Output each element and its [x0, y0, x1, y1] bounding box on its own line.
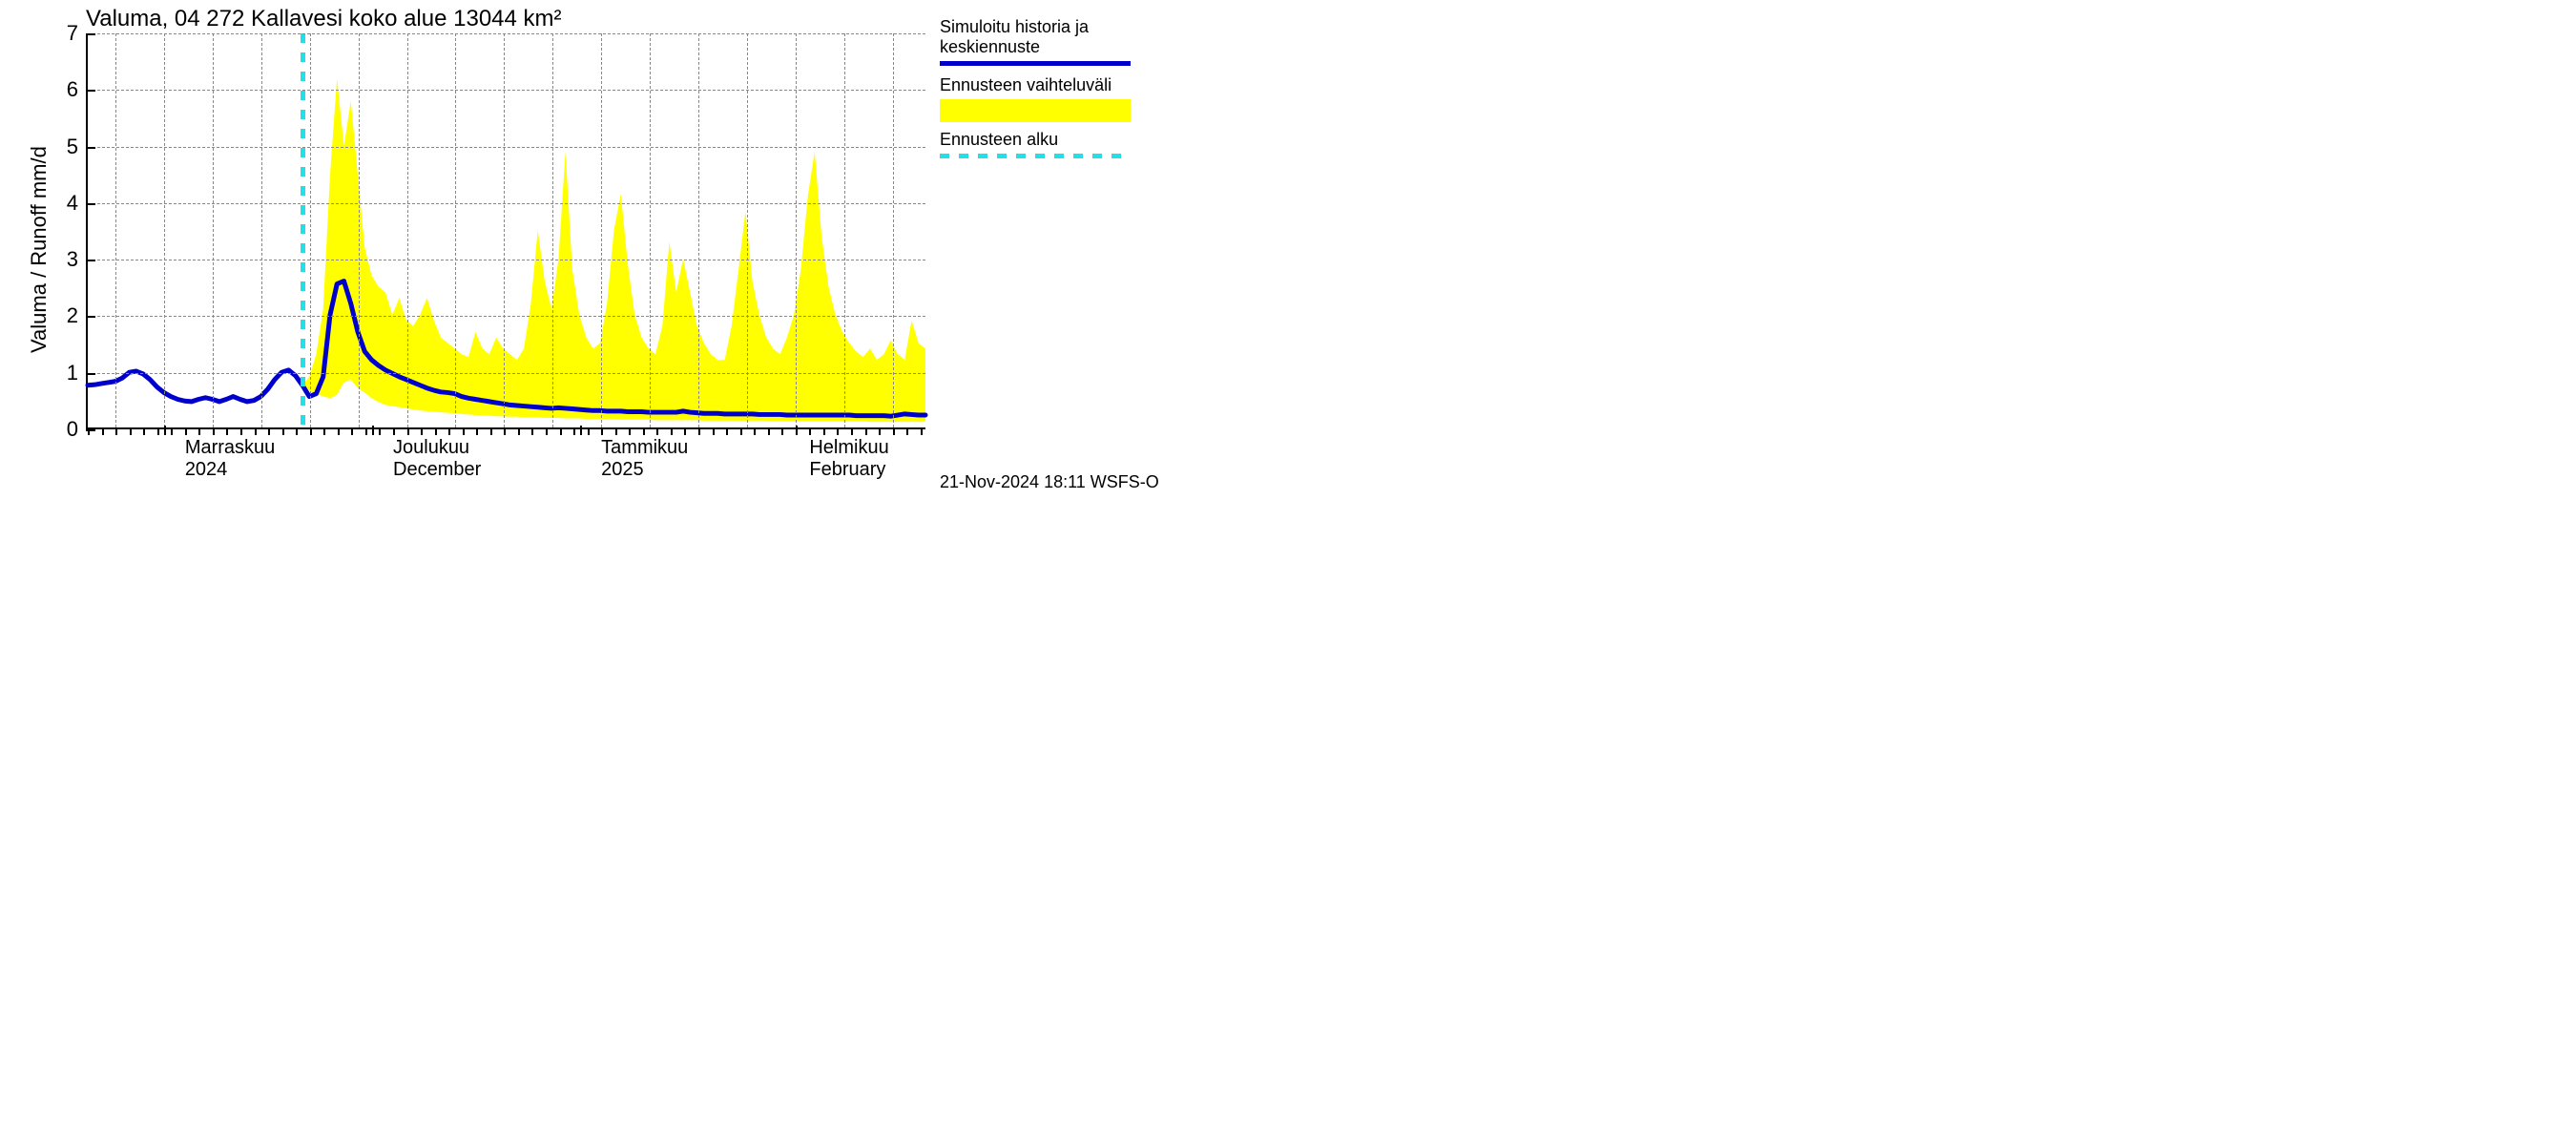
x-tick-minor — [588, 429, 590, 435]
x-month-label-line1: Tammikuu — [601, 437, 688, 459]
x-tick-minor — [560, 429, 562, 435]
x-tick-minor — [130, 429, 132, 435]
x-tick-major — [164, 426, 166, 435]
y-tick-label: 6 — [67, 77, 88, 102]
chart-title: Valuma, 04 272 Kallavesi koko alue 13044… — [86, 6, 562, 32]
chart-page: { "chart": { "type": "line+area", "title… — [0, 0, 1288, 572]
gridline-v — [893, 33, 894, 427]
x-tick-minor — [906, 429, 908, 435]
gridline-v — [601, 33, 602, 427]
gridline-v — [844, 33, 845, 427]
legend-entry: Ennusteen vaihteluväli — [940, 75, 1131, 122]
footer-timestamp: 21-Nov-2024 18:11 WSFS-O — [940, 472, 1159, 492]
x-tick-minor — [504, 429, 506, 435]
gridline-v — [407, 33, 408, 427]
x-month-label: Tammikuu2025 — [601, 427, 688, 481]
x-month-label-line2: December — [393, 459, 481, 481]
x-tick-minor — [115, 429, 117, 435]
gridline-v — [359, 33, 360, 427]
x-tick-minor — [310, 429, 312, 435]
x-tick-minor — [573, 429, 575, 435]
legend-label: keskiennuste — [940, 37, 1131, 57]
gridline-v — [455, 33, 456, 427]
legend-label: Ennusteen vaihteluväli — [940, 75, 1131, 95]
x-tick-major — [580, 426, 582, 435]
x-tick-minor — [379, 429, 381, 435]
x-month-label-line1: Joulukuu — [393, 437, 481, 459]
x-month-label: JoulukuuDecember — [393, 427, 481, 481]
x-tick-minor — [893, 429, 895, 435]
gridline-v — [650, 33, 651, 427]
x-tick-minor — [531, 429, 533, 435]
x-month-label-line1: Marraskuu — [185, 437, 275, 459]
y-axis-label: Valuma / Runoff mm/d — [27, 146, 52, 353]
y-tick-label: 5 — [67, 135, 88, 159]
y-tick-label: 3 — [67, 247, 88, 272]
x-tick-major — [372, 426, 374, 435]
x-tick-minor — [713, 429, 715, 435]
legend-swatch-line — [940, 61, 1131, 66]
plot-area: 01234567Marraskuu2024JoulukuuDecemberTam… — [86, 33, 925, 429]
y-tick-label: 7 — [67, 21, 88, 46]
x-tick-minor — [740, 429, 742, 435]
y-tick-label: 4 — [67, 191, 88, 216]
x-month-label-line1: Helmikuu — [809, 437, 888, 459]
legend: Simuloitu historia jakeskiennuste Ennuste… — [940, 17, 1131, 160]
legend-entry: Ennusteen alku — [940, 130, 1131, 158]
legend-entry: Simuloitu historia jakeskiennuste — [940, 17, 1131, 66]
forecast-band — [302, 78, 925, 422]
x-tick-minor — [323, 429, 325, 435]
x-month-label-line2: 2025 — [601, 459, 688, 481]
x-tick-minor — [726, 429, 728, 435]
x-tick-minor — [754, 429, 756, 435]
gridline-v — [747, 33, 748, 427]
gridline-v — [796, 33, 797, 427]
x-tick-minor — [518, 429, 520, 435]
x-tick-minor — [102, 429, 104, 435]
legend-swatch-area — [940, 99, 1131, 122]
x-tick-minor — [365, 429, 367, 435]
x-tick-minor — [768, 429, 770, 435]
gridline-v — [698, 33, 699, 427]
x-tick-minor — [282, 429, 284, 435]
legend-swatch-dash — [940, 154, 1131, 158]
y-tick-label: 2 — [67, 303, 88, 328]
x-tick-minor — [490, 429, 492, 435]
x-tick-minor — [698, 429, 700, 435]
forecast-start-line — [301, 33, 305, 427]
gridline-v — [310, 33, 311, 427]
y-tick-label: 0 — [67, 417, 88, 442]
legend-label: Simuloitu historia ja — [940, 17, 1131, 37]
x-month-label: Marraskuu2024 — [185, 427, 275, 481]
x-tick-minor — [351, 429, 353, 435]
gridline-v — [261, 33, 262, 427]
x-tick-minor — [157, 429, 159, 435]
gridline-v — [504, 33, 505, 427]
x-tick-minor — [296, 429, 298, 435]
x-tick-minor — [781, 429, 783, 435]
x-tick-minor — [338, 429, 340, 435]
x-tick-minor — [143, 429, 145, 435]
gridline-v — [213, 33, 214, 427]
x-month-label: HelmikuuFebruary — [809, 427, 888, 481]
x-tick-minor — [171, 429, 173, 435]
x-month-label-line2: February — [809, 459, 888, 481]
x-tick-major — [796, 426, 798, 435]
y-tick-label: 1 — [67, 361, 88, 385]
x-tick-minor — [921, 429, 923, 435]
x-month-label-line2: 2024 — [185, 459, 275, 481]
x-tick-minor — [88, 429, 90, 435]
legend-label: Ennusteen alku — [940, 130, 1131, 150]
gridline-v — [164, 33, 165, 427]
gridline-v — [115, 33, 116, 427]
x-tick-minor — [546, 429, 548, 435]
gridline-v — [552, 33, 553, 427]
